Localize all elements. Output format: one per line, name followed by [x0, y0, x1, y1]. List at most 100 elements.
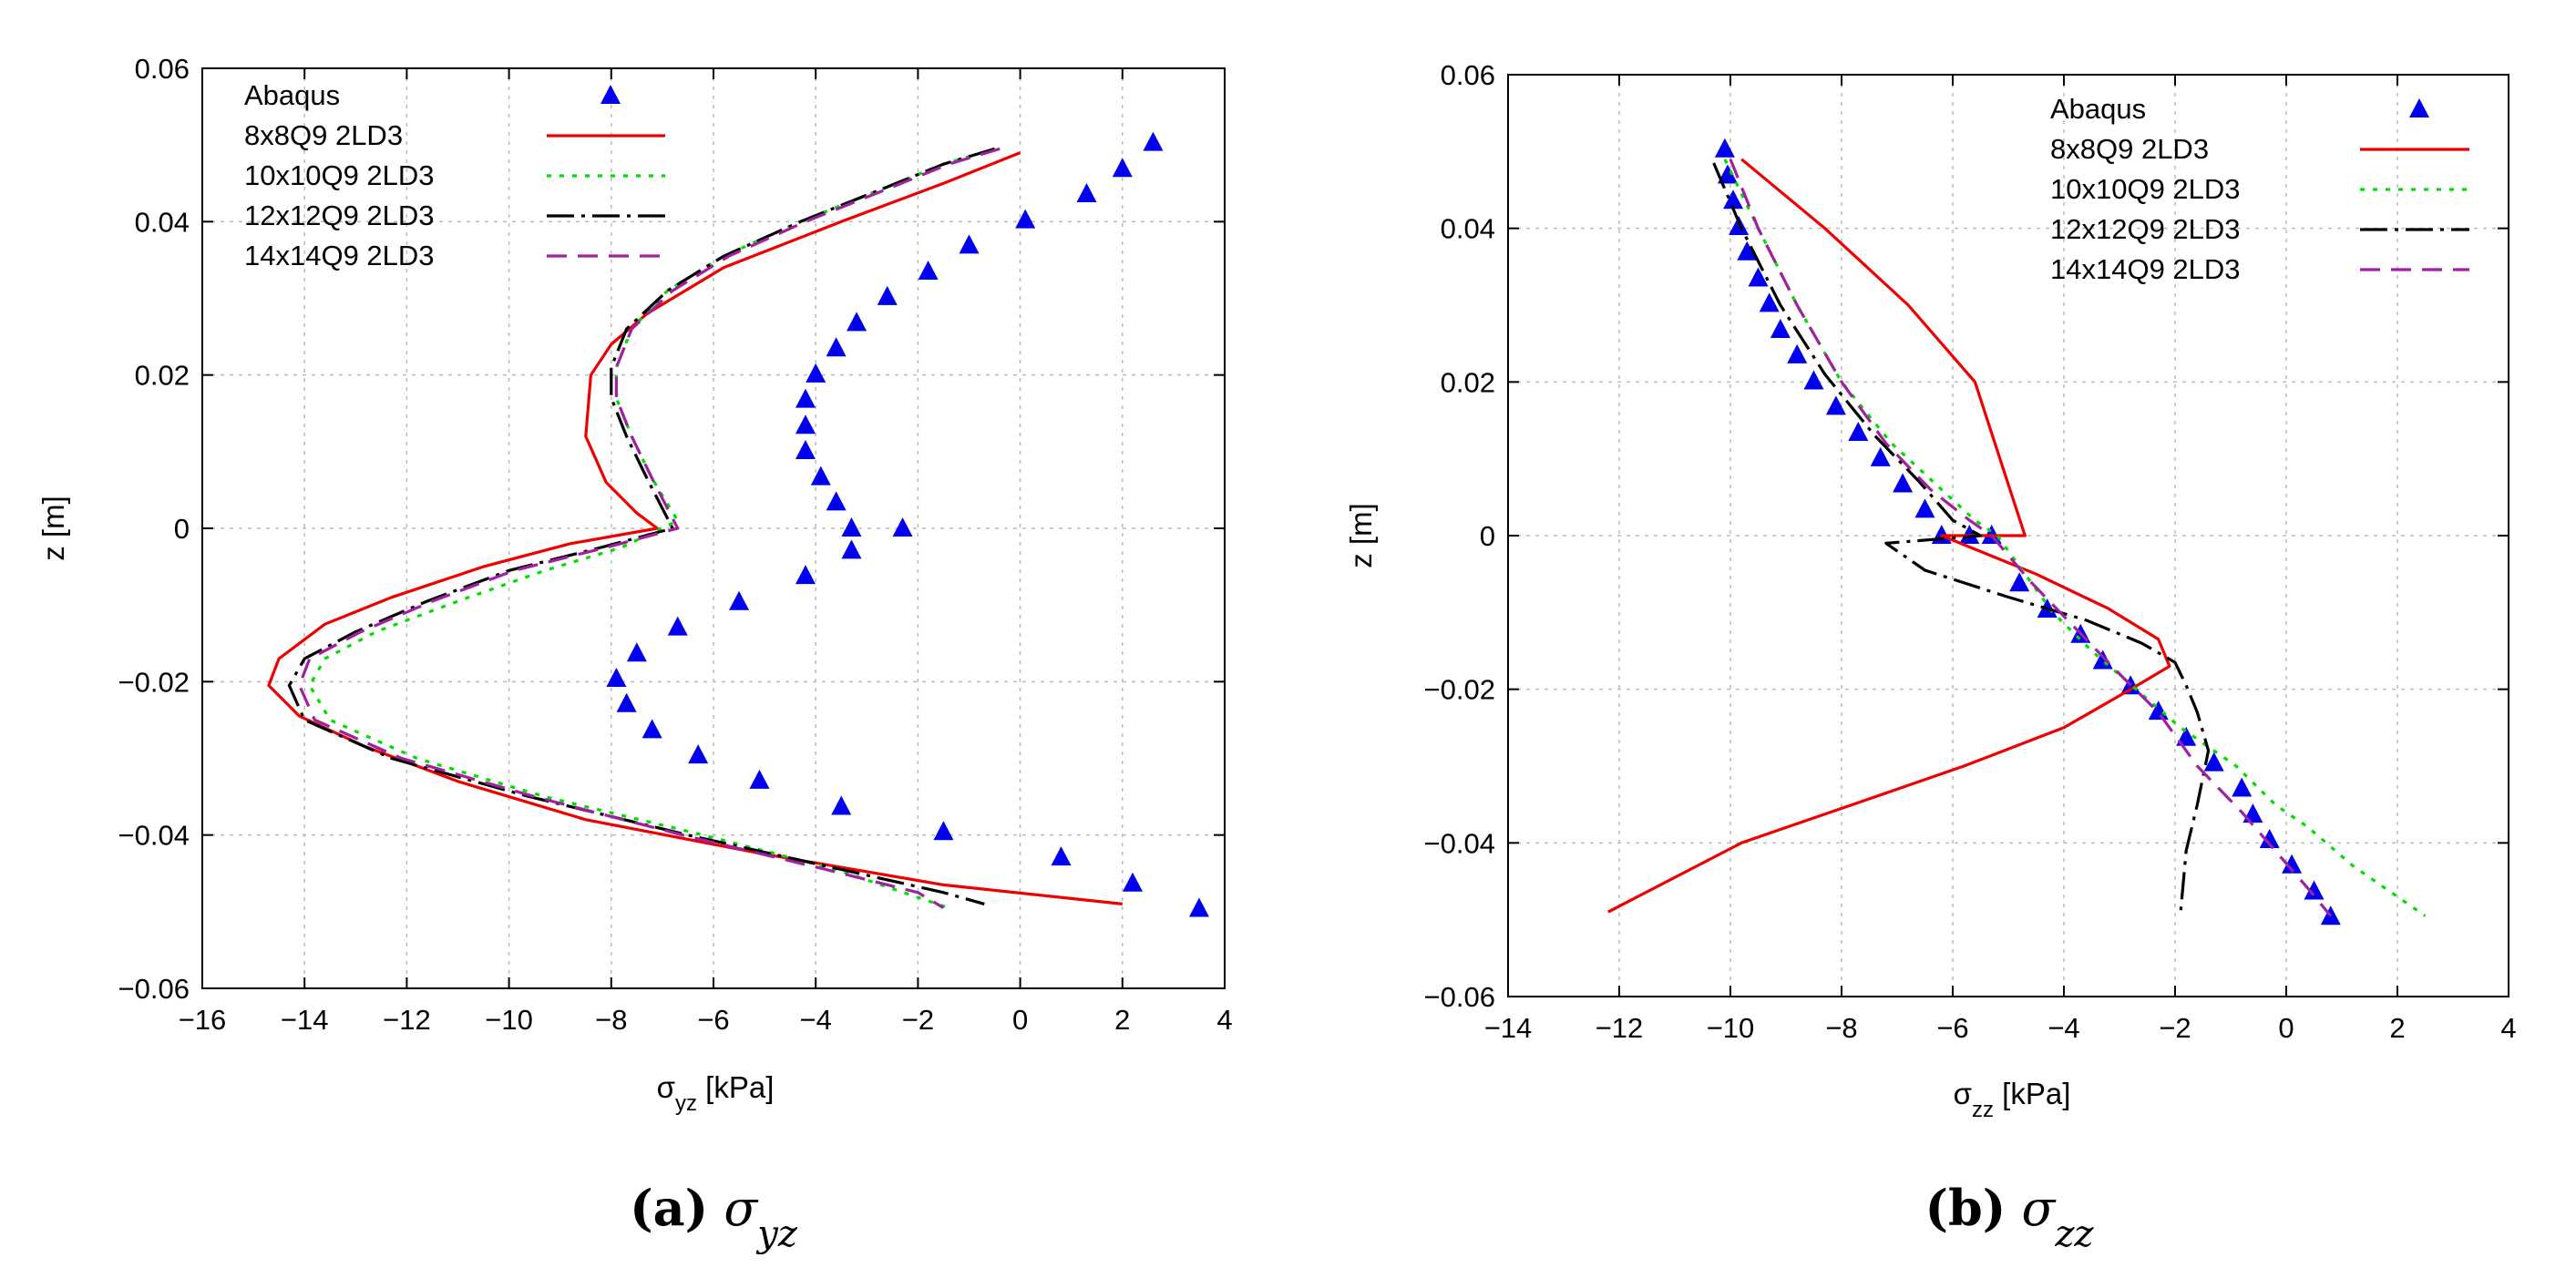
legend-label: 12x12Q9 2LD3	[244, 199, 435, 231]
legend-marker	[600, 85, 621, 104]
series-line	[1712, 162, 2211, 913]
series-abaqus	[606, 131, 1209, 917]
series-line	[267, 151, 1123, 905]
legend-label: 8x8Q9 2LD3	[2050, 133, 2209, 165]
abaqus-marker	[1914, 498, 1935, 518]
x-tick-label: −10	[485, 1004, 533, 1036]
abaqus-marker	[1748, 267, 1769, 287]
x-tick-label: 2	[2389, 1012, 2405, 1044]
abaqus-marker	[2242, 803, 2263, 823]
abaqus-marker	[2176, 726, 2197, 746]
panel-b: −14 −12 −10 −8 −6 −4 −2 0 2 4 −0.06 −0.04 −0.02 0 0.02…	[1344, 59, 2517, 1255]
y-tick-label: 0	[1480, 520, 1495, 552]
abaqus-marker	[826, 491, 847, 511]
abaqus-marker	[2009, 572, 2030, 592]
y-tick-label: 0.02	[1441, 366, 1495, 398]
y-tick-label: 0.02	[135, 360, 190, 392]
y-tick-label: −0.02	[118, 666, 190, 698]
y-tick-label: 0.04	[135, 206, 190, 238]
abaqus-marker	[806, 363, 826, 383]
series-line	[1729, 158, 2333, 917]
abaqus-marker	[1803, 370, 1824, 390]
abaqus-marker	[1737, 240, 1758, 261]
abaqus-marker	[1723, 189, 1744, 210]
legend-marker	[2409, 98, 2429, 118]
abaqus-marker	[1714, 138, 1735, 158]
x-tick-label: 0	[2278, 1012, 2294, 1044]
x-tick-label: −4	[800, 1004, 832, 1036]
y-tick-label: −0.06	[1424, 981, 1495, 1013]
abaqus-marker	[1076, 183, 1097, 203]
y-axis-label: z [m]	[36, 496, 70, 561]
x-axis-label: σyz [kPa]	[657, 1070, 775, 1116]
x-tick-label: −10	[1707, 1012, 1755, 1044]
abaqus-marker	[918, 261, 939, 281]
x-tick-label: 2	[1114, 1004, 1130, 1036]
x-tick-label: −8	[1825, 1012, 1857, 1044]
x-tick-label: −2	[2159, 1012, 2191, 1044]
abaqus-marker	[1759, 292, 1780, 312]
abaqus-marker	[2304, 880, 2325, 900]
abaqus-marker	[626, 642, 647, 662]
abaqus-marker	[749, 769, 770, 789]
abaqus-marker	[795, 565, 816, 585]
x-tick-label: −12	[383, 1004, 431, 1036]
x-tick-label: −6	[697, 1004, 729, 1036]
series-8x8q9-2ld3	[1607, 158, 2171, 914]
abaqus-marker	[795, 414, 816, 435]
x-axis-label: σzz [kPa]	[1954, 1077, 2071, 1122]
abaqus-marker	[795, 388, 816, 408]
abaqus-marker	[1825, 395, 1846, 415]
series-14x14q9-2ld3	[1729, 158, 2333, 917]
abaqus-marker	[810, 465, 831, 486]
abaqus-marker	[933, 821, 954, 841]
abaqus-marker	[1143, 131, 1164, 151]
series-line	[1607, 158, 2171, 914]
x-tick-label: −14	[1484, 1012, 1533, 1044]
series-line	[298, 147, 1001, 909]
abaqus-marker	[2148, 700, 2169, 721]
y-tick-label: −0.04	[1424, 827, 1495, 859]
x-tick-label: −8	[595, 1004, 627, 1036]
x-tick-label: −16	[179, 1004, 227, 1036]
y-tick-label: −0.06	[118, 973, 190, 1005]
legend-label: Abaqus	[244, 79, 340, 111]
y-tick-label: 0	[174, 513, 190, 545]
abaqus-marker	[795, 439, 816, 459]
abaqus-marker	[892, 517, 913, 537]
abaqus-marker	[2259, 828, 2280, 848]
y-tick-label: −0.04	[118, 820, 190, 852]
legend-label: 8x8Q9 2LD3	[244, 119, 403, 151]
legend-label: 14x14Q9 2LD3	[2050, 253, 2241, 285]
panel-a: −16 −14 −12 −10 −8 −6 −4 −2 0 2 4 −0.06 −0.04 −0.02 0 0…	[36, 53, 1233, 1255]
abaqus-marker	[667, 616, 688, 636]
series-12x12q9-2ld3	[1712, 162, 2211, 913]
abaqus-marker	[606, 667, 627, 687]
abaqus-marker	[847, 312, 867, 332]
abaqus-marker	[877, 285, 898, 305]
legend-label: Abaqus	[2050, 93, 2146, 125]
legend-label: 12x12Q9 2LD3	[2050, 213, 2241, 245]
x-tick-label: −4	[2047, 1012, 2079, 1044]
series-8x8q9-2ld3	[267, 151, 1123, 905]
abaqus-marker	[1870, 446, 1891, 466]
abaqus-marker	[729, 590, 750, 610]
abaqus-marker	[616, 692, 637, 712]
abaqus-marker	[1188, 897, 1209, 917]
abaqus-marker	[1787, 343, 1808, 363]
abaqus-marker	[688, 744, 709, 764]
panel-caption: (a) σyz	[630, 1179, 798, 1255]
abaqus-marker	[2232, 777, 2253, 797]
x-tick-label: −2	[902, 1004, 934, 1036]
abaqus-marker	[841, 517, 862, 537]
x-tick-label: −6	[1936, 1012, 1968, 1044]
x-tick-label: 0	[1012, 1004, 1028, 1036]
y-tick-label: −0.02	[1424, 674, 1495, 706]
abaqus-marker	[826, 337, 847, 357]
abaqus-marker	[1848, 421, 1869, 441]
series-14x14q9-2ld3	[298, 147, 1001, 909]
panel-caption: (b) σzz	[1924, 1179, 2094, 1255]
y-tick-label: 0.06	[135, 53, 190, 85]
series-abaqus	[1714, 138, 2341, 925]
abaqus-marker	[2203, 752, 2224, 772]
